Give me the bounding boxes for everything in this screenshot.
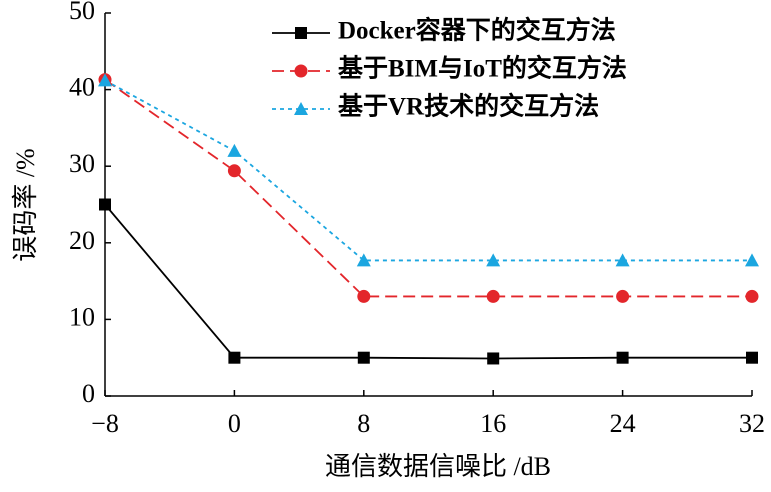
y-tick-label: 50 (69, 0, 95, 25)
series-line (104, 203, 752, 360)
marker (486, 289, 500, 303)
marker (616, 289, 630, 303)
marker (294, 64, 308, 78)
x-axis-label: 通信数据信噪比 /dB (325, 452, 551, 481)
x-tick-label: 24 (610, 409, 636, 438)
marker (615, 253, 630, 267)
marker (487, 352, 500, 365)
marker (99, 198, 111, 211)
marker (745, 289, 759, 303)
x-tick-label: 32 (739, 409, 765, 438)
marker (294, 102, 308, 115)
marker (356, 253, 371, 267)
x-tick-label: −8 (91, 409, 119, 438)
marker (745, 253, 759, 267)
marker (295, 27, 307, 39)
x-tick-label: 8 (357, 409, 370, 438)
marker (746, 351, 758, 364)
legend-label: 基于BIM与IoT的交互方法 (338, 54, 627, 83)
legend-label: 基于VR技术的交互方法 (338, 92, 599, 121)
marker (228, 351, 241, 364)
y-tick-label: 20 (69, 226, 95, 255)
marker (227, 164, 241, 178)
y-axis-label: 误码率 /% (11, 148, 40, 261)
marker (616, 351, 629, 364)
marker (357, 289, 371, 303)
marker (98, 73, 112, 87)
y-tick-label: 40 (69, 73, 95, 102)
x-tick-label: 16 (480, 409, 506, 438)
marker (357, 351, 370, 364)
y-tick-label: 0 (82, 379, 95, 408)
y-tick-label: 10 (69, 302, 95, 331)
marker (227, 143, 242, 157)
y-tick-label: 30 (69, 149, 95, 178)
marker (486, 253, 501, 267)
legend-label: Docker容器下的交互方法 (338, 16, 616, 45)
x-tick-label: 0 (228, 409, 241, 438)
series-line (104, 79, 752, 262)
series-line (104, 78, 752, 298)
